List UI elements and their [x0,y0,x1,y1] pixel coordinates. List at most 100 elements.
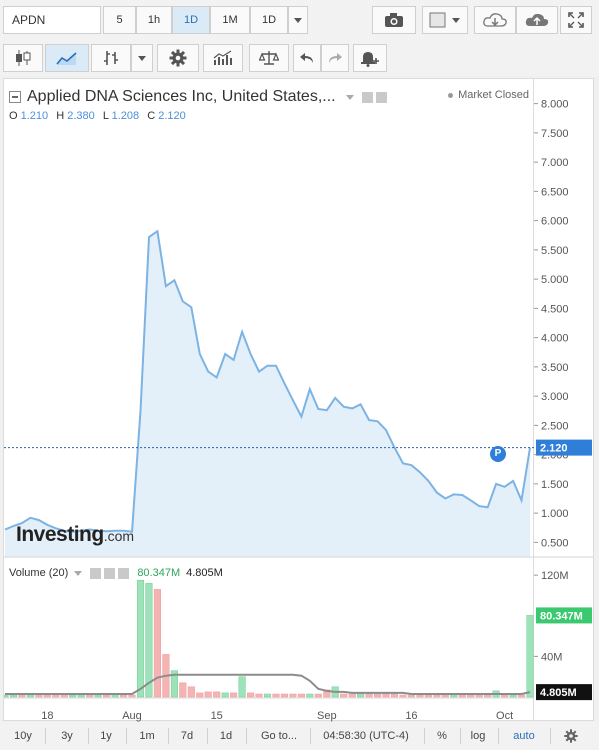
bars-button[interactable] [91,44,131,72]
main-legend: Applied DNA Sciences Inc, United States,… [9,88,387,106]
indicators-button[interactable] [203,44,243,72]
volume-bar [399,694,407,698]
undo-icon [300,53,313,63]
volume-bar [196,692,204,698]
eye-icon[interactable] [90,567,102,579]
open-value: 1.210 [20,110,49,122]
indicators-icon [213,50,232,65]
prepost-marker-icon[interactable]: P [490,445,506,462]
y-tick-label: 4.500 [541,303,569,315]
bottom-toolbar: 10y 3y 1y 1m 7d 1d Go to... 04:58:30 (UT… [0,722,599,750]
interval-1d-button[interactable]: 1D [172,6,210,34]
range-label: 3y [61,730,73,742]
interval-1m-button[interactable]: 1M [210,6,250,34]
top-toolbar: APDN 5 1h 1D 1M 1D [0,0,599,40]
chart-type-caret-button[interactable] [131,44,153,72]
load-layout-button[interactable] [474,6,516,34]
gear-icon[interactable] [104,567,116,579]
range-7d-button[interactable]: 7d [171,726,203,746]
chevron-down-icon [138,55,146,61]
divider [460,728,461,744]
area-chart-button[interactable] [45,44,89,72]
x-tick-label: Aug [122,710,142,722]
interval-5-button[interactable]: 5 [103,6,136,34]
percent-button[interactable]: % [430,726,454,746]
save-layout-button[interactable] [516,6,558,34]
chart-settings-button[interactable] [556,726,586,746]
chart-pane[interactable]: 18 Aug 15 Sep 16 Oct Applied DNA Sciences Inc… [3,78,535,722]
x-tick-label: Oct [496,710,513,722]
eye-icon[interactable] [361,91,373,103]
chevron-down-icon[interactable] [345,94,354,100]
volume-bar [424,694,432,698]
volume-bar [247,692,255,698]
volume-bar [280,693,288,698]
volume-bar [26,694,34,698]
interval-label: 1h [147,14,161,26]
symbol-input[interactable]: APDN [3,6,101,34]
interval-dropdown-button[interactable]: 1D [250,6,288,34]
close-value: 2.120 [158,110,186,122]
y-tick-label: 8.000 [541,99,569,111]
settings-button[interactable] [157,44,199,72]
volume-bar [526,615,534,698]
goto-button[interactable]: Go to... [250,726,308,746]
range-1m-button[interactable]: 1m [130,726,164,746]
divider [498,728,499,744]
low-value: 1.208 [111,110,140,122]
volume-bar [111,694,119,698]
volume-bar [238,676,246,698]
interval-caret-button[interactable] [288,6,308,34]
style-dropdown-button[interactable] [422,6,468,34]
clock[interactable]: 04:58:30 (UTC-4) [314,726,418,746]
divider [550,728,551,744]
last-volume-tag-label: 80.347M [540,610,583,622]
y-tick-label: 7.000 [541,157,569,169]
y-tick-label: 5.500 [541,245,569,257]
last-ma-tag-box [536,684,592,701]
price-area-fill [5,231,530,557]
volume-bar [475,694,483,698]
undo-button[interactable] [293,44,321,72]
volume-bar [509,694,517,698]
divider [424,728,425,744]
range-10y-button[interactable]: 10y [8,726,38,746]
volume-bar [4,694,9,698]
redo-icon [329,53,342,63]
close-icon[interactable] [118,567,130,579]
compare-button[interactable] [249,44,289,72]
last-price-tag-label: 2.120 [540,443,568,455]
x-tick-label: Sep [317,710,337,722]
fullscreen-button[interactable] [560,6,592,34]
volume-bar [35,694,43,698]
market-status-text: Market Closed [458,89,529,101]
chevron-down-icon[interactable] [74,570,83,576]
range-label: 7d [180,730,194,742]
divider [126,728,127,744]
candles-button[interactable] [3,44,43,72]
log-button[interactable]: log [464,726,492,746]
gear-icon[interactable] [375,91,387,103]
cloud-download-icon [483,13,507,27]
interval-1h-button[interactable]: 1h [136,6,172,34]
y-tick-label: 6.000 [541,216,569,228]
camera-icon [385,13,403,27]
volume-bar [136,579,145,698]
interval-label: 1D [183,14,199,26]
price-axis[interactable]: 8.000 7.500 7.000 6.500 6.000 5.500 5.000 4.500… [534,78,594,721]
scales-icon [259,51,279,65]
volume-bar [484,694,492,698]
range-1y-button[interactable]: 1y [90,726,122,746]
divider [88,728,89,744]
volume-bar [170,670,178,698]
y-tick-label: 5.000 [541,274,569,286]
volume-bar [128,694,136,698]
snapshot-button[interactable] [372,6,416,34]
range-1d-button[interactable]: 1d [210,726,242,746]
redo-button[interactable] [321,44,349,72]
alert-button[interactable] [353,44,387,72]
volume-bar [204,691,212,698]
auto-button[interactable]: auto [504,726,544,746]
range-3y-button[interactable]: 3y [50,726,84,746]
collapse-icon[interactable] [9,91,21,103]
